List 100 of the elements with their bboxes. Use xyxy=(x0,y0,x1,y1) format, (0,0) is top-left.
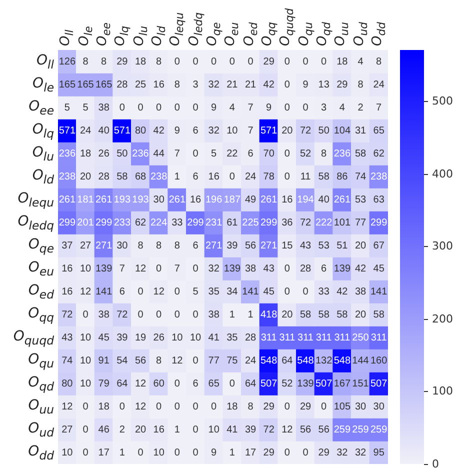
data-label: 0 xyxy=(321,401,328,412)
data-label: 571 xyxy=(260,125,278,136)
data-label: 0 xyxy=(211,56,218,68)
data-label: 0 xyxy=(192,102,199,114)
data-label: 311 xyxy=(316,332,332,344)
data-label: 0 xyxy=(229,171,236,182)
data-label: 261 xyxy=(58,194,76,206)
data-label: 0 xyxy=(284,447,290,458)
data-label: 25 xyxy=(134,79,146,90)
y-tick-label: O$_{qd}$ xyxy=(28,374,54,393)
data-label: 0 xyxy=(82,401,89,412)
data-label: 0 xyxy=(321,56,328,68)
data-label: 0 xyxy=(229,56,236,68)
data-label: 28 xyxy=(300,263,312,274)
data-label: 6 xyxy=(119,286,126,298)
data-label: 7 xyxy=(174,263,180,274)
data-label: 0 xyxy=(248,56,254,68)
data-label: 9 xyxy=(174,125,180,136)
data-label: 17 xyxy=(244,447,256,458)
data-label: 18 xyxy=(336,56,348,68)
data-label: 0 xyxy=(302,102,309,114)
data-label: 126 xyxy=(58,56,76,68)
data-label: 72 xyxy=(62,309,74,320)
color-bar-label: 100 xyxy=(432,384,453,398)
data-label: 29 xyxy=(318,447,330,458)
data-label: 12 xyxy=(134,263,146,274)
data-label: 2 xyxy=(119,424,126,436)
data-label: 21 xyxy=(244,79,256,90)
data-label: 49 xyxy=(244,194,256,206)
data-label: 165 xyxy=(58,79,76,90)
data-label: 4 xyxy=(229,102,236,114)
data-label: 250 xyxy=(352,332,370,344)
data-label: 299 xyxy=(260,217,278,228)
data-label: 5 xyxy=(82,102,89,114)
data-label: 0 xyxy=(82,447,89,458)
data-label: 20 xyxy=(80,171,92,182)
data-label: 32 xyxy=(208,263,220,274)
data-label: 32 xyxy=(208,79,220,90)
data-label: 58 xyxy=(318,171,330,182)
data-label: 12 xyxy=(282,424,294,436)
data-label: 104 xyxy=(334,125,351,136)
data-label: 8 xyxy=(82,56,89,68)
y-tick-label: O$_{lu}$ xyxy=(32,144,54,163)
data-label: 45 xyxy=(373,263,385,274)
data-label: 0 xyxy=(302,447,309,458)
data-label: 0 xyxy=(284,79,290,90)
data-label: 8 xyxy=(138,240,144,252)
data-label: 65 xyxy=(208,378,220,390)
data-label: 224 xyxy=(150,217,168,228)
data-label: 0 xyxy=(119,102,126,114)
data-label: 32 xyxy=(354,447,366,458)
data-label: 0 xyxy=(192,447,199,458)
data-label: 30 xyxy=(116,240,128,252)
data-label: 72 xyxy=(116,309,128,320)
data-label: 28 xyxy=(244,332,256,344)
data-label: 507 xyxy=(315,378,333,390)
data-label: 43 xyxy=(62,332,74,344)
data-label: 19 xyxy=(134,332,146,344)
data-label: 43 xyxy=(300,240,312,252)
data-label: 299 xyxy=(370,217,388,228)
data-label: 65 xyxy=(373,125,385,136)
data-label: 26 xyxy=(98,148,110,160)
data-label: 259 xyxy=(334,424,351,436)
data-label: 0 xyxy=(302,286,309,298)
data-label: 53 xyxy=(318,240,330,252)
data-label: 261 xyxy=(334,194,351,206)
data-label: 311 xyxy=(260,332,278,344)
data-label: 10 xyxy=(226,125,238,136)
data-label: 8 xyxy=(156,240,162,252)
data-label: 0 xyxy=(284,102,290,114)
data-label: 105 xyxy=(334,401,351,412)
data-label: 8 xyxy=(174,240,180,252)
data-label: 20 xyxy=(282,309,294,320)
data-label: 34 xyxy=(226,286,238,298)
data-label: 75 xyxy=(226,355,238,366)
data-label: 233 xyxy=(114,217,131,228)
data-label: 10 xyxy=(62,447,74,458)
data-label: 0 xyxy=(174,401,180,412)
data-label: 299 xyxy=(95,217,113,228)
data-label: 18 xyxy=(134,56,146,68)
color-bar-label: 500 xyxy=(432,94,453,108)
data-label: 0 xyxy=(284,56,290,68)
color-bar-label: 300 xyxy=(432,240,453,253)
data-label: 10 xyxy=(80,263,92,274)
data-label: 139 xyxy=(334,263,351,274)
data-label: 261 xyxy=(168,194,186,206)
data-label: 418 xyxy=(260,309,278,320)
data-label: 36 xyxy=(282,217,294,228)
data-label: 35 xyxy=(226,332,238,344)
data-label: 548 xyxy=(334,355,351,366)
data-label: 167 xyxy=(334,378,351,390)
data-label: 8 xyxy=(248,401,254,412)
data-label: 2 xyxy=(358,102,364,114)
data-label: 10 xyxy=(80,355,92,366)
data-label: 8 xyxy=(101,56,108,68)
data-label: 193 xyxy=(132,194,150,206)
y-tick-label: O$_{quqd}$ xyxy=(13,328,54,347)
data-label: 259 xyxy=(352,424,370,436)
data-label: 165 xyxy=(95,79,113,90)
data-label: 0 xyxy=(138,309,144,320)
